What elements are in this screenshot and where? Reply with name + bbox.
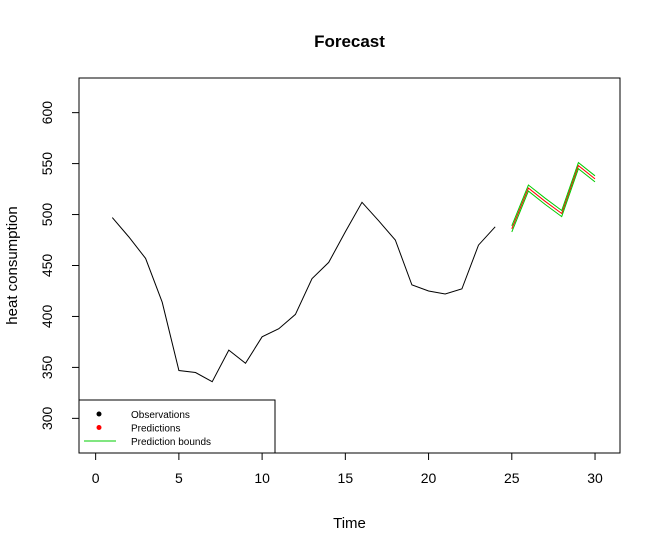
legend-box <box>78 399 276 454</box>
x-axis: 0 5 10 15 20 25 30 <box>92 452 603 486</box>
chart-title: Forecast <box>314 32 385 51</box>
y-axis-title: heat consumption <box>4 206 21 324</box>
legend-label: Prediction bounds <box>131 437 211 448</box>
x-tick-label: 15 <box>338 470 354 486</box>
y-tick-label: 600 <box>39 101 55 125</box>
x-tick-label: 25 <box>504 470 520 486</box>
y-tick-label: 400 <box>39 305 55 329</box>
x-tick-label: 5 <box>175 470 183 486</box>
prediction-upper-bound-line <box>511 161 596 226</box>
legend-label: Observations <box>131 410 190 421</box>
prediction-lower-bound-line <box>511 167 596 233</box>
y-tick-label: 450 <box>39 254 55 278</box>
x-tick-label: 0 <box>92 470 100 486</box>
y-tick-label: 300 <box>39 406 55 430</box>
y-axis: 300 350 400 450 500 550 600 <box>39 101 80 430</box>
legend-label: Predictions <box>131 424 180 435</box>
x-tick-label: 10 <box>254 470 270 486</box>
y-tick-label: 350 <box>39 356 55 380</box>
x-tick-label: 20 <box>421 470 437 486</box>
x-axis-title: Time <box>333 515 366 532</box>
series-layer <box>111 161 596 383</box>
y-tick-label: 550 <box>39 152 55 176</box>
y-tick-label: 500 <box>39 203 55 227</box>
legend: Observations Predictions Prediction bounds <box>78 399 276 454</box>
legend-dot <box>96 411 102 417</box>
x-tick-label: 30 <box>587 470 603 486</box>
plot-frame <box>78 77 621 454</box>
predictions-line <box>511 164 596 229</box>
legend-dot <box>96 425 102 430</box>
observations-line <box>111 201 496 383</box>
